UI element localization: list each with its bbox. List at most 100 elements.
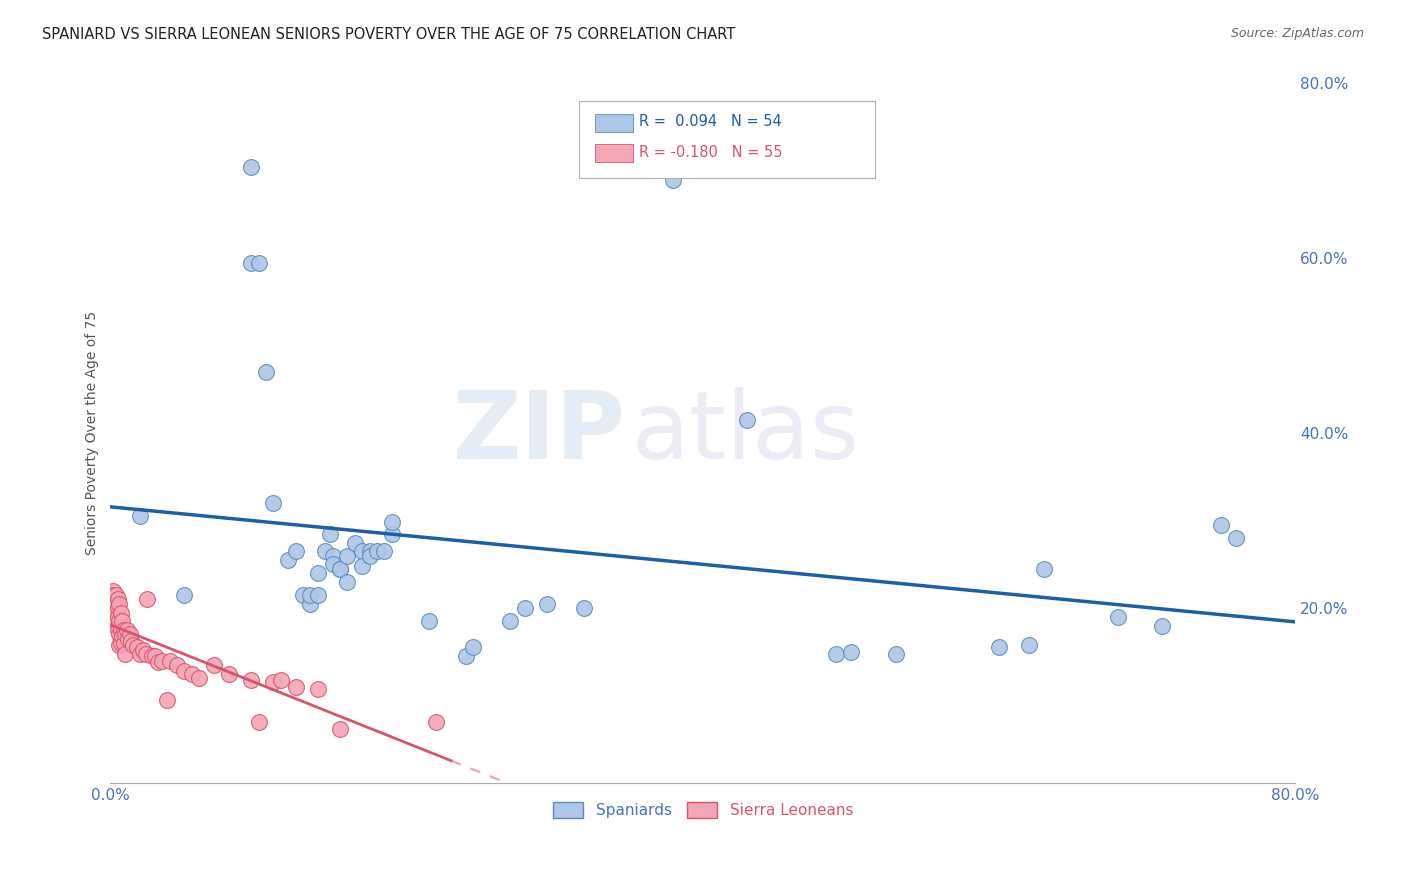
Point [988, 640, 1011, 655]
Point [381, 526, 404, 541]
Point [284, 680, 307, 694]
Point [111, 614, 134, 628]
Point [180, 666, 202, 681]
Point [1032, 562, 1054, 576]
Point [173, 664, 195, 678]
Point [366, 544, 388, 558]
Point [277, 553, 299, 567]
Point [107, 601, 129, 615]
Point [318, 526, 340, 541]
Point [166, 657, 188, 672]
Text: R =  0.094   N = 54: R = 0.094 N = 54 [638, 113, 782, 128]
Point [104, 601, 127, 615]
Point [352, 559, 374, 574]
Point [240, 256, 263, 270]
Point [117, 632, 139, 646]
Point [307, 681, 329, 696]
Point [112, 623, 135, 637]
Text: SPANIARD VS SIERRA LEONEAN SENIORS POVERTY OVER THE AGE OF 75 CORRELATION CHART: SPANIARD VS SIERRA LEONEAN SENIORS POVER… [42, 27, 735, 42]
Point [291, 588, 314, 602]
Point [108, 638, 131, 652]
Point [536, 597, 558, 611]
Point [262, 675, 284, 690]
Point [329, 562, 352, 576]
Point [254, 365, 277, 379]
Text: ZIP: ZIP [453, 387, 626, 479]
Point [1152, 618, 1174, 632]
Point [141, 649, 163, 664]
Point [314, 544, 336, 558]
Point [1018, 638, 1040, 652]
Point [107, 623, 129, 637]
Point [336, 574, 359, 589]
Text: Source: ZipAtlas.com: Source: ZipAtlas.com [1230, 27, 1364, 40]
Y-axis label: Seniors Poverty Over the Age of 75: Seniors Poverty Over the Age of 75 [86, 311, 100, 556]
Point [218, 666, 240, 681]
Point [103, 583, 125, 598]
Point [515, 601, 537, 615]
Point [373, 544, 395, 558]
Point [143, 649, 166, 664]
Point [499, 614, 522, 628]
Point [115, 623, 138, 637]
Point [839, 645, 862, 659]
Point [132, 643, 155, 657]
Point [454, 649, 477, 664]
Point [107, 592, 129, 607]
Point [104, 606, 127, 620]
Point [240, 160, 263, 174]
Point [107, 610, 129, 624]
Point [188, 671, 211, 685]
Point [108, 597, 131, 611]
Point [150, 654, 173, 668]
Point [105, 606, 128, 620]
Point [120, 634, 142, 648]
Point [1211, 518, 1233, 533]
Point [105, 588, 128, 602]
Point [270, 673, 292, 687]
Point [136, 592, 159, 607]
Point [825, 647, 848, 661]
Point [322, 558, 344, 572]
Point [156, 693, 179, 707]
Point [110, 623, 132, 637]
Point [129, 647, 152, 661]
Point [299, 597, 322, 611]
Point [322, 549, 344, 563]
Point [359, 544, 381, 558]
Text: R = -0.180   N = 55: R = -0.180 N = 55 [638, 145, 783, 160]
Point [463, 640, 485, 655]
Point [108, 627, 131, 641]
FancyBboxPatch shape [578, 101, 875, 178]
Point [129, 509, 152, 524]
Point [418, 614, 440, 628]
Point [121, 638, 143, 652]
Point [114, 627, 136, 641]
Point [240, 673, 263, 687]
Point [247, 256, 270, 270]
Point [299, 588, 322, 602]
Point [329, 722, 352, 736]
Point [173, 588, 195, 602]
Point [1225, 531, 1247, 545]
Legend: Spaniards, Sierra Leoneans: Spaniards, Sierra Leoneans [547, 797, 859, 824]
Point [114, 647, 136, 661]
Point [146, 656, 169, 670]
Point [284, 544, 307, 558]
Point [112, 636, 135, 650]
FancyBboxPatch shape [595, 145, 633, 162]
Point [111, 629, 134, 643]
Point [352, 544, 374, 558]
Point [662, 172, 685, 186]
Point [307, 566, 329, 581]
Point [159, 654, 181, 668]
Point [425, 714, 447, 729]
Point [105, 614, 128, 628]
Point [1107, 610, 1129, 624]
Point [118, 627, 141, 641]
Point [110, 636, 132, 650]
Point [307, 588, 329, 602]
Point [336, 549, 359, 563]
Point [329, 562, 352, 576]
Point [202, 657, 225, 672]
